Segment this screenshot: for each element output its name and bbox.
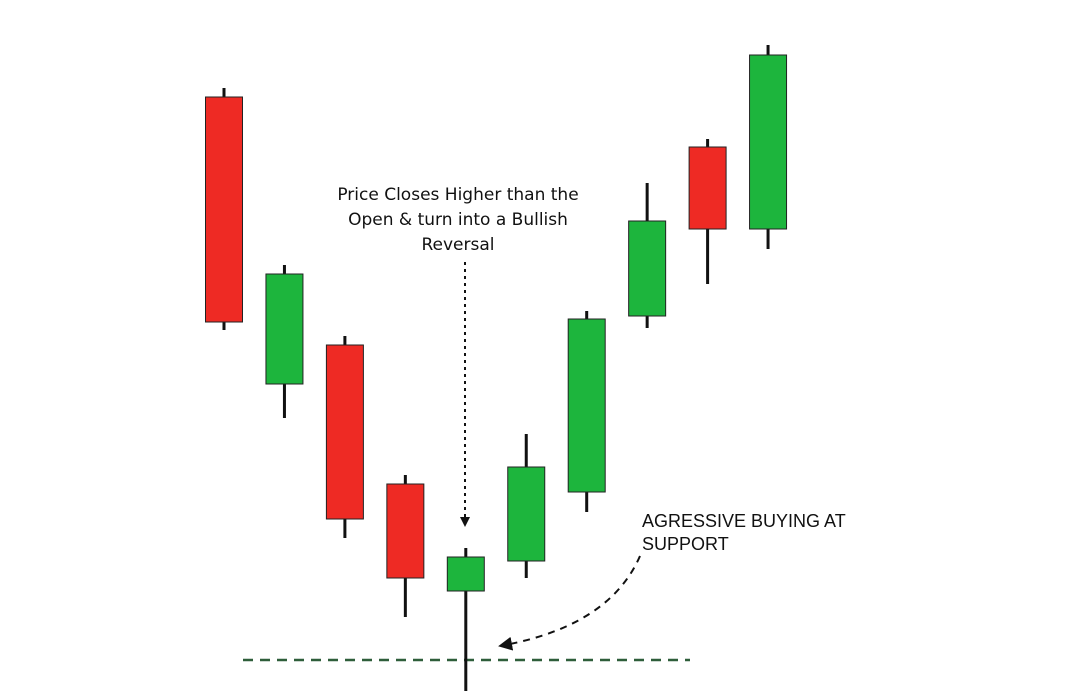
candles bbox=[205, 45, 788, 691]
candle-body bbox=[446, 556, 485, 592]
candle-body bbox=[567, 318, 606, 493]
annotation-arrow bbox=[498, 555, 641, 651]
annotation: SUPPORT bbox=[642, 534, 729, 554]
candle-body bbox=[386, 483, 425, 579]
candle-body bbox=[265, 273, 304, 385]
candle-body bbox=[325, 344, 364, 520]
annotation: Open & turn into a Bullish bbox=[348, 210, 568, 230]
candle-body bbox=[205, 96, 243, 323]
candle-body bbox=[507, 466, 546, 562]
annotation: Price Closes Higher than the bbox=[337, 185, 578, 205]
candle-body bbox=[749, 54, 788, 230]
candle-body bbox=[688, 146, 727, 230]
candle-body bbox=[628, 220, 667, 317]
annotation: AGRESSIVE BUYING AT bbox=[642, 511, 846, 531]
annotation: Reversal bbox=[421, 235, 494, 255]
